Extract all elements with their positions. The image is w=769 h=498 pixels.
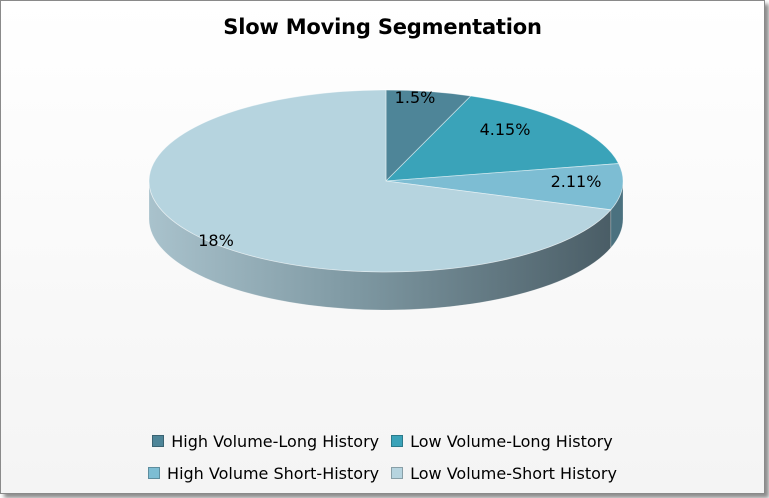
- slice-top-2: [385, 163, 624, 211]
- legend-swatch-icon: [148, 467, 161, 479]
- legend-item-high-volume-long-history: High Volume-Long History: [152, 432, 379, 451]
- legend-label: Low Volume-Long History: [410, 431, 613, 451]
- legend-item-high-volume-short-history: High Volume Short-History: [148, 464, 379, 483]
- legend-item-low-volume-long-history: Low Volume-Long History: [391, 432, 613, 451]
- legend-swatch-icon: [152, 435, 165, 447]
- legend-label: High Volume-Long History: [171, 431, 380, 451]
- slice-top-1: [384, 95, 620, 182]
- legend: High Volume-Long History Low Volume-Long…: [1, 425, 764, 489]
- pie-chart: 1.5% 4.15% 2.11% 18%: [148, 88, 624, 311]
- legend-swatch-icon: [391, 435, 404, 447]
- legend-swatch-icon: [391, 467, 404, 479]
- legend-label: Low Volume-Short History: [410, 463, 617, 483]
- data-label-1: 4.15%: [480, 120, 531, 139]
- data-label-2: 2.11%: [551, 172, 602, 191]
- data-label-0: 1.5%: [395, 88, 436, 107]
- slice-top-3: [148, 89, 612, 273]
- chart-title: Slow Moving Segmentation: [223, 15, 542, 39]
- legend-row-2: High Volume Short-History Low Volume-Sho…: [1, 457, 764, 489]
- legend-label: High Volume Short-History: [167, 463, 380, 483]
- legend-item-low-volume-short-history: Low Volume-Short History: [391, 464, 617, 483]
- legend-row-1: High Volume-Long History Low Volume-Long…: [1, 425, 764, 457]
- data-label-3: 18%: [198, 231, 234, 250]
